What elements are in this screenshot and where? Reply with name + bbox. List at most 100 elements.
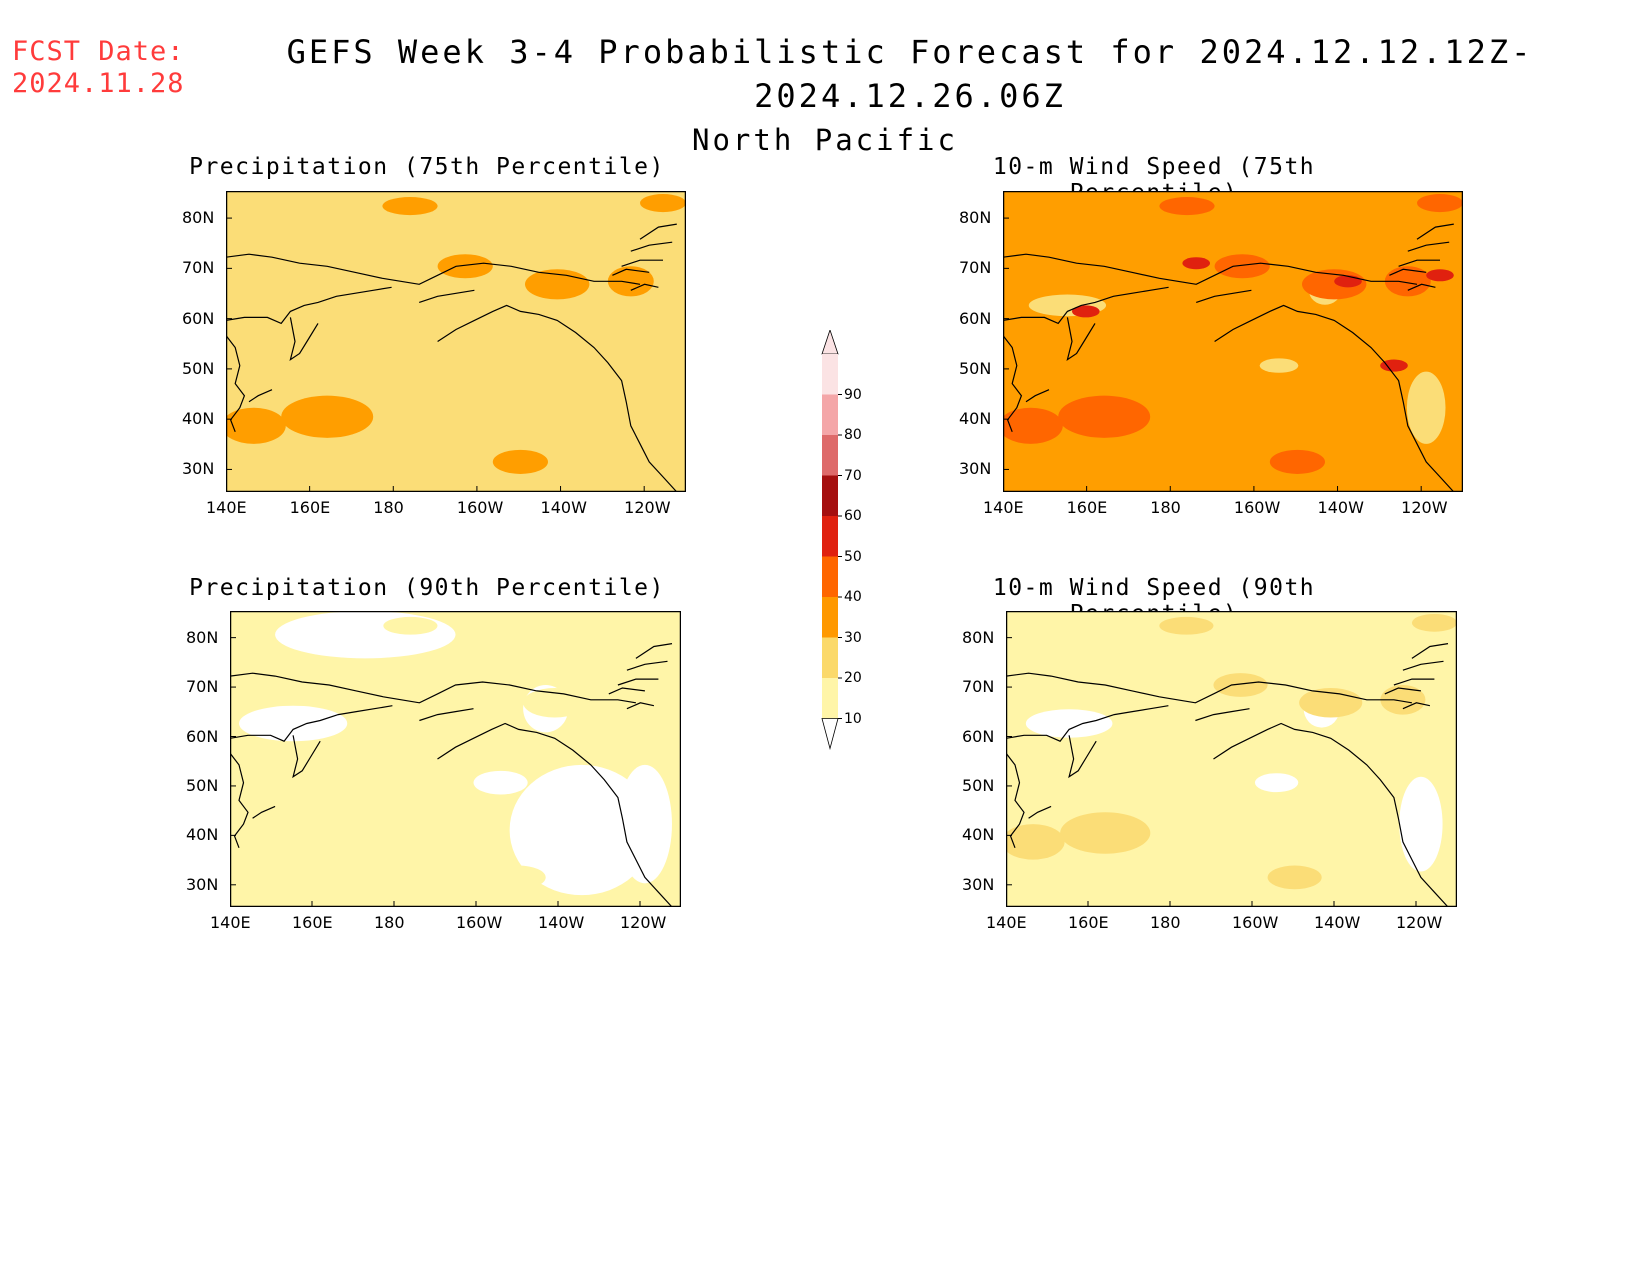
colorbar-label: 10	[844, 710, 862, 727]
peak-probability-region	[1182, 257, 1210, 270]
colorbar-label: 70	[844, 467, 862, 484]
high-probability-region	[1214, 254, 1270, 279]
coastline	[289, 317, 319, 361]
lat-tick-label: 70N	[182, 258, 215, 278]
lat-tick-label: 50N	[182, 358, 215, 378]
lat-tick-label: 40N	[182, 409, 215, 429]
map-frame	[1003, 191, 1463, 492]
lon-tick-label: 120W	[1396, 913, 1443, 932]
coastline	[630, 283, 659, 291]
peak-probability-region	[1426, 269, 1454, 282]
coastline	[1006, 672, 1412, 704]
coastline	[230, 672, 636, 704]
coastline	[617, 678, 659, 686]
lon-tick-label: 160W	[456, 913, 503, 932]
lat-tick-label: 60N	[186, 726, 219, 746]
high-probability-region	[1380, 685, 1426, 715]
lon-tick-label: 160E	[292, 913, 333, 932]
coastline	[1384, 687, 1421, 695]
coastline	[437, 304, 678, 492]
colorbar-bottom-cap	[821, 718, 839, 751]
coastline	[226, 286, 392, 325]
coastline	[226, 253, 641, 285]
high-probability-region	[1159, 197, 1215, 216]
coastline	[630, 241, 673, 252]
lon-tick-label: 140E	[986, 913, 1027, 932]
high-probability-region	[382, 197, 438, 216]
coastline	[1402, 660, 1444, 671]
map-precip-90	[230, 611, 681, 907]
high-probability-region	[607, 266, 654, 297]
high-probability-region	[492, 449, 548, 474]
coastline	[626, 702, 655, 710]
coastline	[1393, 678, 1435, 686]
high-probability-region	[1411, 613, 1457, 632]
coastline	[419, 708, 474, 722]
low-probability-region	[1259, 358, 1299, 373]
coastline	[1411, 643, 1449, 659]
coastline	[1196, 289, 1252, 303]
lon-tick-label: 140E	[210, 913, 251, 932]
lat-tick-label: 30N	[959, 459, 992, 479]
coastline	[1214, 304, 1455, 492]
lon-tick-label: 180	[1150, 913, 1181, 932]
coastline	[230, 705, 393, 742]
lon-tick-label: 180	[373, 498, 404, 517]
peak-probability-region	[1072, 305, 1100, 318]
low-probability-region	[1406, 371, 1446, 444]
colorbar: 90 80 70 60 50 40 30 20 10	[800, 328, 880, 754]
lat-tick-label: 70N	[186, 677, 219, 697]
lat-tick-label: 80N	[962, 627, 995, 647]
lat-tick-label: 50N	[959, 358, 992, 378]
map-frame	[230, 611, 681, 907]
map-wind-75	[1003, 191, 1463, 492]
lat-tick-label: 30N	[182, 459, 215, 479]
coastline	[292, 735, 321, 779]
map-base-fill	[1003, 191, 1463, 492]
map-wind-90	[1006, 611, 1457, 907]
lat-tick-label: 80N	[186, 627, 219, 647]
lat-tick-label: 40N	[962, 825, 995, 845]
lon-tick-label: 160E	[1068, 913, 1109, 932]
colorbar-swatch	[822, 597, 838, 638]
high-probability-region	[1159, 616, 1214, 635]
lon-tick-label: 140W	[540, 498, 587, 517]
colorbar-swatch	[822, 475, 838, 516]
colorbar-label: 80	[844, 427, 862, 443]
lon-tick-label: 140W	[1317, 498, 1364, 517]
lon-tick-label: 140E	[206, 498, 247, 517]
coastline	[1402, 702, 1431, 710]
fcst-label: FCST Date:	[12, 36, 185, 67]
lat-tick-label: 80N	[959, 208, 992, 228]
coastline	[1407, 241, 1450, 252]
title-line-1: GEFS Week 3-4 Probabilistic Forecast for…	[286, 33, 1534, 115]
coastline	[1003, 253, 1418, 285]
low-probability-region	[275, 611, 456, 659]
colorbar-label: 30	[844, 629, 862, 646]
high-probability-region	[1058, 395, 1151, 438]
high-probability-region	[230, 824, 289, 860]
lon-tick-label: 140W	[538, 913, 585, 932]
lon-tick-label: 120W	[1401, 498, 1448, 517]
coastline	[1416, 223, 1454, 240]
lat-tick-label: 40N	[959, 409, 992, 429]
coastline	[1213, 722, 1449, 907]
colorbar-swatch	[822, 394, 838, 435]
panel-title-precip-75: Precipitation (75th Percentile)	[189, 154, 665, 180]
lon-tick-label: 120W	[624, 498, 671, 517]
high-probability-region	[1384, 266, 1431, 297]
lat-tick-label: 60N	[959, 308, 992, 328]
coastline	[639, 223, 677, 240]
lon-tick-label: 120W	[620, 913, 667, 932]
coastline	[1389, 268, 1427, 276]
high-probability-region	[640, 194, 686, 213]
coastline	[621, 259, 663, 267]
coastline	[230, 752, 249, 849]
map-base-fill	[1006, 611, 1457, 907]
coastline	[626, 660, 668, 671]
lat-tick-label: 70N	[962, 677, 995, 697]
low-probability-region	[1254, 773, 1299, 793]
map-frame	[226, 191, 686, 492]
lon-tick-label: 140E	[983, 498, 1024, 517]
lon-tick-label: 160W	[456, 498, 504, 517]
